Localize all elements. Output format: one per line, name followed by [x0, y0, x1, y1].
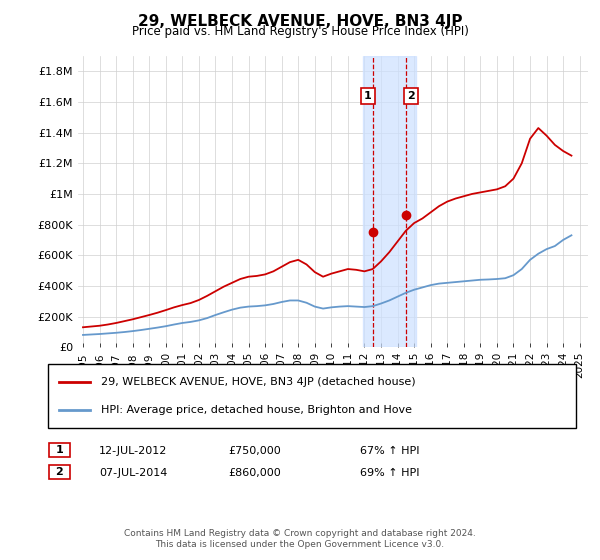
Text: Contains HM Land Registry data © Crown copyright and database right 2024.
This d: Contains HM Land Registry data © Crown c…: [124, 529, 476, 549]
Text: 2: 2: [407, 91, 415, 101]
FancyBboxPatch shape: [49, 442, 70, 457]
Text: 69% ↑ HPI: 69% ↑ HPI: [360, 468, 419, 478]
Bar: [363, 56, 416, 347]
Text: 29, WELBECK AVENUE, HOVE, BN3 4JP: 29, WELBECK AVENUE, HOVE, BN3 4JP: [138, 14, 462, 29]
Text: 12-JUL-2012: 12-JUL-2012: [99, 446, 167, 456]
Text: 29, WELBECK AVENUE, HOVE, BN3 4JP (detached house): 29, WELBECK AVENUE, HOVE, BN3 4JP (detac…: [101, 377, 415, 387]
Text: Price paid vs. HM Land Registry's House Price Index (HPI): Price paid vs. HM Land Registry's House …: [131, 25, 469, 38]
Text: 1: 1: [364, 91, 372, 101]
Text: 1: 1: [56, 445, 63, 455]
Text: 2: 2: [56, 467, 63, 477]
Text: HPI: Average price, detached house, Brighton and Hove: HPI: Average price, detached house, Brig…: [101, 405, 412, 416]
Text: 67% ↑ HPI: 67% ↑ HPI: [360, 446, 419, 456]
FancyBboxPatch shape: [49, 465, 70, 479]
Text: 07-JUL-2014: 07-JUL-2014: [99, 468, 167, 478]
Text: £860,000: £860,000: [228, 468, 281, 478]
FancyBboxPatch shape: [48, 364, 576, 428]
Text: £750,000: £750,000: [228, 446, 281, 456]
